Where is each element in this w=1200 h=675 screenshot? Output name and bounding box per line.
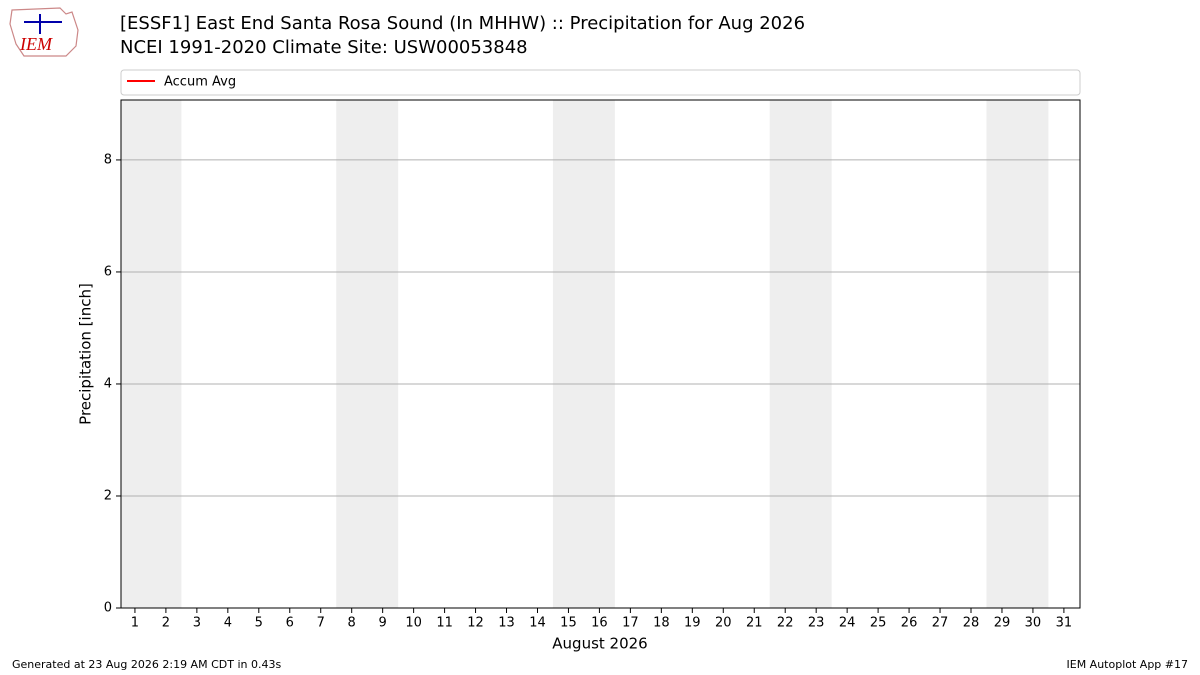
weekend-shade — [769, 100, 832, 608]
weekend-shade — [336, 100, 399, 608]
x-tick-label: 2 — [162, 616, 170, 631]
x-tick-label: 10 — [405, 616, 422, 631]
legend-label: Accum Avg — [164, 75, 236, 90]
x-tick-label: 3 — [193, 616, 201, 631]
x-tick-label: 30 — [1025, 616, 1042, 631]
x-tick-label: 4 — [224, 616, 232, 631]
chart-title: [ESSF1] East End Santa Rosa Sound (In MH… — [120, 13, 805, 34]
weekend-shade — [986, 100, 1049, 608]
plot-frame — [120, 99, 1081, 609]
y-axis-label: Precipitation [inch] — [77, 283, 95, 425]
x-tick-label: 29 — [994, 616, 1011, 631]
x-tick-label: 9 — [379, 616, 387, 631]
x-tick-label: 18 — [653, 616, 670, 631]
y-tick-label: 6 — [104, 264, 112, 279]
x-tick-label: 24 — [839, 616, 856, 631]
chart-subtitle: NCEI 1991-2020 Climate Site: USW00053848 — [120, 37, 528, 58]
weekend-shade — [552, 100, 615, 608]
x-tick-label: 6 — [286, 616, 294, 631]
x-tick-label: 7 — [317, 616, 325, 631]
weekend-shade — [121, 100, 182, 608]
x-tick-label: 19 — [684, 616, 701, 631]
x-axis-label: August 2026 — [552, 635, 647, 653]
x-tick-label: 17 — [622, 616, 639, 631]
x-tick-label: 22 — [777, 616, 794, 631]
y-tick-label: 8 — [104, 152, 112, 167]
x-tick-label: 16 — [591, 616, 608, 631]
x-tick-label: 26 — [901, 616, 918, 631]
x-tick-label: 25 — [870, 616, 887, 631]
x-tick-label: 8 — [348, 616, 356, 631]
x-tick-label: 15 — [560, 616, 577, 631]
y-tick-label: 2 — [104, 488, 112, 503]
x-tick-label: 28 — [963, 616, 980, 631]
legend-box — [120, 69, 1081, 96]
y-tick-label: 0 — [104, 601, 112, 616]
x-tick-label: 14 — [529, 616, 546, 631]
y-tick-label: 4 — [104, 376, 112, 391]
logo-text: IEM — [19, 34, 53, 54]
x-tick-label: 20 — [715, 616, 732, 631]
x-tick-label: 31 — [1056, 616, 1073, 631]
x-tick-label: 27 — [932, 616, 949, 631]
x-tick-label: 11 — [436, 616, 453, 631]
x-tick-label: 23 — [808, 616, 825, 631]
x-tick-label: 21 — [746, 616, 763, 631]
x-tick-label: 5 — [255, 616, 263, 631]
plot-area — [121, 100, 1049, 608]
x-tick-label: 13 — [498, 616, 515, 631]
logo: IEM — [9, 7, 79, 57]
x-tick-label: 1 — [131, 616, 139, 631]
footer-left: Generated at 23 Aug 2026 2:19 AM CDT in … — [12, 658, 281, 671]
footer-right: IEM Autoplot App #17 — [1067, 658, 1189, 671]
x-tick-label: 12 — [467, 616, 484, 631]
